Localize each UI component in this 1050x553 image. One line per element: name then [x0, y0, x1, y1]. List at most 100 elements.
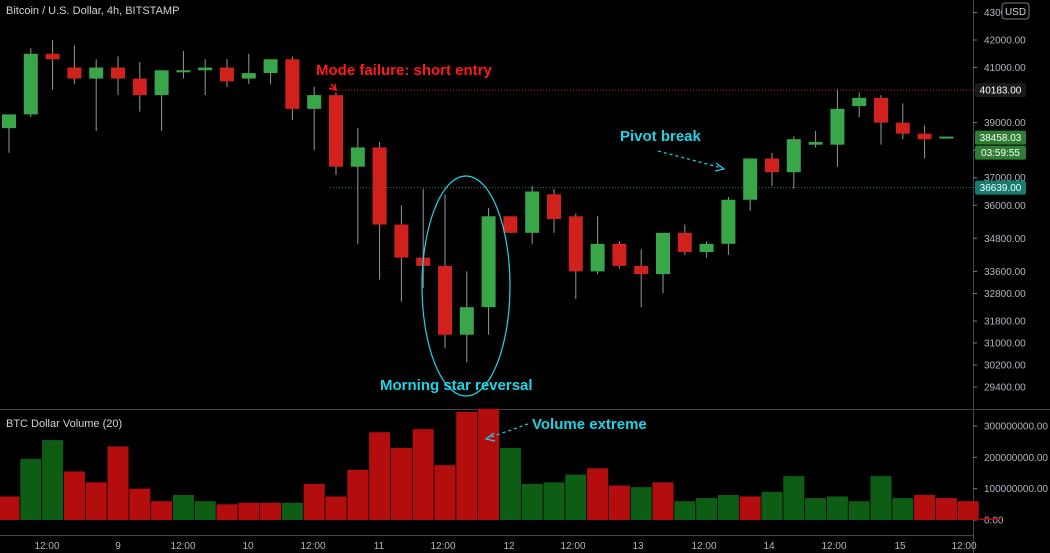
price-tick-label: 34800.00	[984, 234, 1026, 245]
candle-body	[329, 95, 343, 167]
candle-body	[132, 78, 147, 96]
volume-bar	[739, 496, 761, 520]
price-tag	[975, 180, 1026, 195]
candle-body	[45, 53, 60, 60]
candle-body	[590, 243, 605, 272]
time-tick-label: 12:00	[821, 541, 846, 552]
candle-body	[656, 232, 670, 275]
volume-bar	[238, 502, 260, 520]
candle-body	[612, 243, 627, 266]
candle-body	[154, 70, 169, 96]
volume-bar	[696, 498, 718, 520]
volume-bar	[325, 496, 347, 520]
time-tick-label: 12:00	[170, 541, 195, 552]
volume-bar	[412, 429, 434, 520]
annotation-morning-star: Morning star reversal	[380, 377, 533, 394]
candle-body	[568, 216, 583, 272]
volume-tick-label: 100000000.00	[984, 484, 1048, 495]
price-tag	[975, 83, 1026, 98]
candle-body	[285, 59, 300, 109]
candle-body	[525, 191, 540, 233]
price-tag-label: 03:59:55	[981, 148, 1020, 159]
candle-body	[459, 307, 474, 335]
price-tick-label: 39000.00	[984, 118, 1026, 129]
price-tick-label: 37000.00	[984, 173, 1026, 184]
volume-bar	[870, 476, 892, 520]
price-tag-label: 36639.00	[980, 183, 1022, 194]
candle-body	[176, 70, 191, 73]
candle-body	[634, 265, 649, 275]
annotation-pivot-break: Pivot break	[620, 128, 702, 145]
volume-bar	[805, 498, 827, 520]
time-tick-label: 10	[242, 541, 254, 552]
price-tick-label: 42000.00	[984, 36, 1026, 47]
time-tick-label: 12:00	[560, 541, 585, 552]
volume-bar	[914, 494, 936, 520]
price-tick-label: 29400.00	[984, 383, 1026, 394]
volume-bar	[521, 483, 543, 520]
time-tick-label: 12	[503, 541, 515, 552]
volume-bar	[979, 518, 1001, 520]
volume-bar	[565, 474, 587, 520]
time-tick-label: 14	[763, 541, 775, 552]
time-tick-label: 13	[632, 541, 644, 552]
price-tag	[975, 145, 1026, 160]
volume-bar	[63, 471, 85, 520]
volume-pane-title: BTC Dollar Volume (20)	[6, 418, 123, 430]
candle-body	[721, 199, 736, 244]
volume-bar	[761, 491, 783, 520]
candle-body	[23, 53, 38, 115]
time-tick-label: 12:00	[951, 541, 976, 552]
candle-body	[220, 67, 234, 82]
candle-body	[895, 122, 910, 134]
chart-title: Bitcoin / U.S. Dollar, 4h, BITSTAMP	[6, 5, 180, 17]
volume-bar	[216, 504, 238, 520]
volume-bar	[652, 482, 674, 520]
annotation-mode-failure: Mode failure: short entry	[316, 62, 493, 79]
volume-bar	[434, 465, 456, 520]
candle-body	[677, 232, 692, 253]
annotation-arrowhead-pivot-break	[714, 162, 726, 172]
candle-body	[2, 114, 16, 129]
price-tag	[975, 130, 1026, 145]
price-tick-label: 32800.00	[984, 289, 1026, 300]
volume-bar	[630, 487, 652, 520]
volume-bar	[543, 482, 565, 520]
volume-bar	[281, 502, 303, 520]
volume-bar	[151, 501, 173, 520]
candle-body	[503, 216, 518, 233]
volume-bar	[20, 458, 42, 520]
morning-star-ellipse	[421, 175, 511, 397]
currency-badge	[1001, 2, 1030, 20]
candle-body	[765, 158, 779, 173]
currency-label: USD	[1005, 7, 1026, 18]
volume-bar	[848, 501, 870, 520]
volume-bar	[369, 432, 391, 520]
candle-body	[786, 139, 801, 173]
candle-body	[111, 67, 125, 79]
annotation-volume-extreme: Volume extreme	[532, 416, 647, 433]
price-tick-label: 33600.00	[984, 267, 1026, 278]
annotation-arrowhead-volume	[484, 432, 496, 442]
volume-bar	[0, 496, 20, 520]
candle-body	[917, 133, 932, 140]
volume-bar	[194, 501, 216, 520]
volume-bar	[957, 501, 979, 520]
volume-bar	[478, 408, 500, 520]
volume-bar	[390, 447, 412, 520]
annotation-arrow-pivot-break	[657, 150, 723, 169]
time-tick-label: 15	[894, 541, 906, 552]
time-tick-label: 12:00	[430, 541, 455, 552]
volume-bar	[783, 476, 805, 520]
candle-body	[852, 97, 867, 107]
volume-bar	[608, 485, 630, 520]
volume-bar	[107, 446, 129, 520]
candle-body	[481, 216, 496, 308]
volume-bar	[456, 411, 478, 520]
volume-bar	[674, 501, 696, 520]
price-tag-label: 38458.03	[980, 133, 1022, 144]
volume-tick-label: 200000000.00	[984, 453, 1048, 464]
candle-body	[307, 95, 322, 109]
volume-bar	[85, 482, 107, 520]
